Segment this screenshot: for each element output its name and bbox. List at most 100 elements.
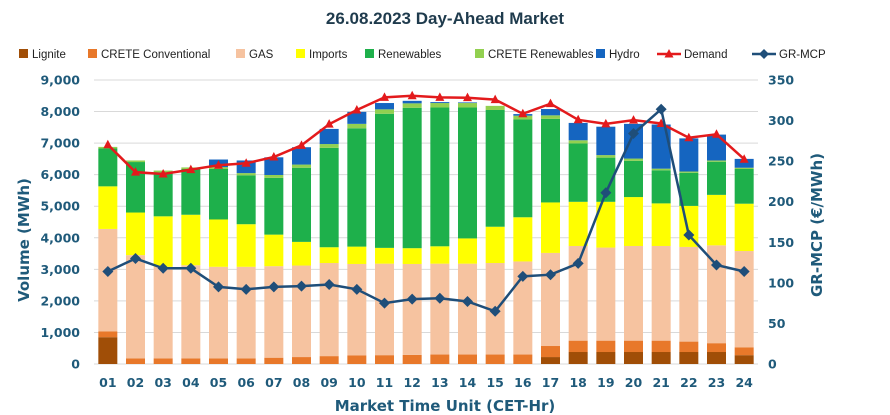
- bar-gas: [707, 245, 726, 344]
- bar-renewables: [236, 175, 256, 225]
- bar-hydro: [651, 124, 671, 169]
- bar-renewables: [181, 168, 201, 215]
- bar-crete-renewables: [292, 164, 311, 168]
- bar-crete-renewables: [513, 115, 533, 120]
- marker-demand: [739, 154, 749, 163]
- bar-crete-conventional: [541, 346, 560, 358]
- bar-hydro: [707, 134, 726, 161]
- bar-crete-conventional: [707, 343, 726, 353]
- bar-crete-conventional: [264, 357, 284, 364]
- marker-demand: [297, 140, 306, 149]
- bar-imports: [402, 248, 422, 264]
- bar-gas: [513, 261, 533, 355]
- bar-crete-renewables: [707, 160, 726, 162]
- bar-gas: [679, 246, 699, 342]
- bar-imports: [347, 246, 367, 264]
- y-tick-label: 0: [71, 357, 80, 372]
- bar-renewables: [679, 172, 699, 206]
- marker-gr-mcp: [683, 229, 695, 241]
- marker-demand: [131, 167, 140, 176]
- bar-gas: [153, 266, 173, 359]
- marker-gr-mcp: [711, 259, 722, 271]
- marker-gr-mcp: [268, 281, 280, 293]
- bar-crete-conventional: [596, 340, 616, 353]
- bar-crete-renewables: [485, 105, 505, 110]
- y-tick-label: 3,000: [40, 262, 80, 277]
- bar-imports: [98, 186, 118, 229]
- x-tick-label: 23: [708, 375, 725, 390]
- legend-swatch-renewables: [365, 49, 374, 58]
- bar-renewables: [430, 107, 450, 247]
- bar-crete-conventional: [319, 356, 339, 364]
- y-tick-label: 2,000: [40, 293, 80, 308]
- bar-imports: [541, 202, 560, 253]
- bar-crete-renewables: [264, 174, 284, 178]
- marker-gr-mcp: [185, 262, 197, 274]
- marker-gr-mcp: [489, 305, 501, 317]
- marker-gr-mcp: [545, 269, 556, 281]
- legend-label-demand: Demand: [684, 49, 727, 61]
- marker-demand: [601, 118, 611, 128]
- bar-crete-conventional: [624, 340, 643, 353]
- marker-demand: [158, 169, 168, 178]
- bar-crete-renewables: [596, 155, 616, 158]
- bar-imports: [651, 203, 671, 246]
- x-tick-label: 17: [542, 375, 559, 390]
- marker-gr-mcp: [655, 103, 667, 115]
- x-tick-label: 01: [99, 375, 116, 390]
- marker-gr-mcp: [351, 283, 363, 295]
- bar-imports: [153, 216, 173, 267]
- x-tick-label: 09: [320, 375, 337, 390]
- bar-hydro: [624, 123, 643, 159]
- legend-marker-gr-mcp: [759, 49, 769, 59]
- bar-crete-renewables: [430, 103, 450, 108]
- bar-crete-renewables: [126, 160, 145, 163]
- bar-gas: [375, 263, 394, 356]
- bar-crete-conventional: [679, 341, 699, 353]
- legend-label-gr-mcp: GR-MCP: [779, 49, 826, 61]
- marker-demand: [684, 132, 694, 142]
- x-tick-label: 16: [514, 375, 532, 390]
- bar-renewables: [485, 109, 505, 227]
- y2-tick-label: 100: [768, 275, 794, 290]
- bar-gas: [181, 265, 201, 359]
- bar-gas: [347, 263, 367, 356]
- bar-gas: [651, 245, 671, 341]
- bar-gas: [402, 263, 422, 355]
- bar-lignite: [624, 352, 643, 364]
- bar-crete-conventional: [153, 358, 173, 364]
- legend-swatch-hydro: [596, 49, 605, 58]
- marker-demand: [214, 160, 223, 169]
- x-tick-label: 08: [293, 375, 310, 390]
- bar-lignite: [651, 352, 671, 364]
- marker-gr-mcp: [462, 296, 473, 308]
- bar-imports: [430, 246, 450, 264]
- bar-renewables: [126, 162, 145, 213]
- bar-imports: [236, 224, 256, 267]
- x-tick-label: 12: [403, 375, 420, 390]
- marker-demand: [712, 129, 721, 138]
- legend-label-lignite: Lignite: [32, 49, 66, 61]
- bar-renewables: [375, 113, 394, 248]
- y2-axis-title: GR-MCP (€/MWh): [808, 153, 826, 297]
- x-tick-label: 22: [680, 375, 697, 390]
- x-tick-label: 06: [237, 375, 255, 390]
- bar-imports: [596, 201, 616, 248]
- bar-crete-conventional: [347, 355, 367, 364]
- legend-label-imports: Imports: [309, 49, 348, 61]
- bar-renewables: [264, 177, 284, 235]
- bar-hydro: [319, 128, 339, 145]
- marker-gr-mcp: [296, 280, 307, 292]
- y-tick-label: 6,000: [40, 167, 80, 182]
- stacked-bars: [98, 100, 754, 364]
- bar-hydro: [541, 109, 560, 116]
- bar-hydro: [679, 138, 699, 172]
- bar-gas: [98, 228, 118, 332]
- bar-renewables: [651, 170, 671, 204]
- bar-imports: [734, 203, 754, 252]
- bar-gas: [264, 266, 284, 358]
- x-tick-label: 03: [154, 375, 171, 390]
- bar-crete-renewables: [734, 167, 754, 169]
- line-demand: [106, 94, 746, 176]
- bar-crete-conventional: [402, 354, 422, 364]
